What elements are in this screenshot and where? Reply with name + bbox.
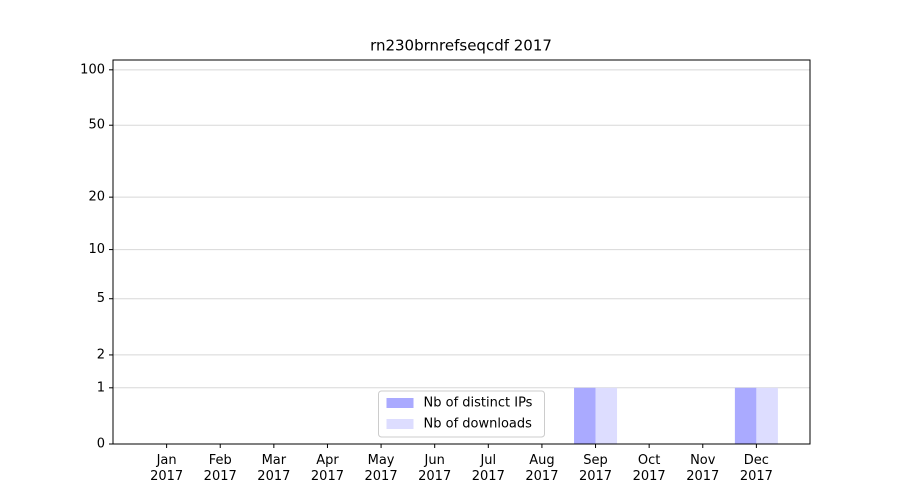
y-tick-label: 100 <box>80 62 105 77</box>
x-tick-label: Jul 2017 <box>471 453 505 484</box>
x-tick-label: Feb 2017 <box>203 453 237 484</box>
y-tick-label: 20 <box>88 190 105 205</box>
legend: Nb of distinct IPs Nb of downloads <box>378 390 545 438</box>
bar <box>756 387 778 444</box>
x-tick-label: Dec 2017 <box>739 453 773 484</box>
legend-label: Nb of downloads <box>424 417 533 432</box>
y-tick-label: 10 <box>88 242 105 257</box>
chart-title: rn230brnrefseqcdf 2017 <box>370 37 552 55</box>
x-tick-label: Aug 2017 <box>525 453 559 484</box>
y-tick-label: 0 <box>97 437 105 452</box>
bar <box>734 387 757 444</box>
y-tick-label: 5 <box>97 291 105 306</box>
legend-label: Nb of distinct IPs <box>424 396 533 411</box>
y-tick-label: 50 <box>88 118 105 133</box>
x-tick-label: Jan 2017 <box>150 453 184 484</box>
x-tick-label: Apr 2017 <box>310 453 344 484</box>
x-tick-label: Mar 2017 <box>257 453 291 484</box>
plot-frame <box>112 59 811 445</box>
x-tick-label: Sep 2017 <box>578 453 613 484</box>
x-tick-label: Oct 2017 <box>632 453 666 484</box>
x-tick-label: May 2017 <box>364 453 398 484</box>
x-tick-label: Jun 2017 <box>418 453 452 484</box>
y-tick-label: 1 <box>97 380 105 395</box>
legend-swatch <box>386 398 414 408</box>
y-tick-label: 2 <box>97 347 105 362</box>
bar <box>595 387 618 444</box>
legend-swatch <box>386 419 414 429</box>
bar <box>574 387 596 444</box>
legend-frame <box>378 390 545 438</box>
x-tick-label: Nov 2017 <box>686 453 720 484</box>
